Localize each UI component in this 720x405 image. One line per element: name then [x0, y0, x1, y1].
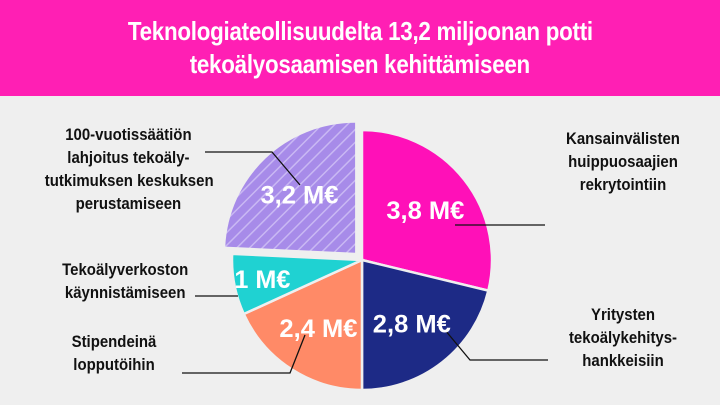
description-line: lopputöihin [73, 355, 155, 374]
pie-slice-recruitment [360, 128, 494, 293]
leader-lines [182, 151, 548, 374]
leader-line-scholarships [182, 334, 306, 374]
chart-title-line-2: tekoälyosaamisen kehittämiseen [189, 49, 531, 79]
slice-description-scholarships: Stipendeinä lopputöihin [30, 330, 180, 376]
description-line: lahjoitus tekoäly- [67, 148, 190, 167]
description-line: Kansainvälisten [566, 129, 680, 148]
description-line: hankkeisiin [582, 351, 664, 370]
description-line: Yritysten [590, 305, 656, 324]
description-line: perustamiseen [75, 194, 182, 213]
slice-description-recruitment: Kansainvälisten huippuosaajien rekrytoin… [548, 127, 698, 196]
leader-line-company-projects [444, 329, 548, 361]
pie-slice-foundation [225, 122, 356, 253]
chart-title-line-1: Teknologiateollisuudelta 13,2 miljoonan … [127, 16, 593, 46]
pie-slices [225, 122, 494, 392]
value-label-foundation: 3,2 M€ [260, 181, 338, 209]
description-line: rekrytointiin [579, 175, 667, 194]
value-labels: 3,8 M€ 2,8 M€ 2,4 M€ 1 M€ 3,2 M€ [234, 181, 464, 342]
description-line: tekoälykehitys- [568, 328, 678, 347]
description-line: 100-vuotissäätiön [65, 125, 192, 144]
description-line: huippuosaajien [568, 152, 678, 171]
value-label-company-projects: 2,8 M€ [373, 310, 451, 338]
slice-description-network: Tekoälyverkoston käynnistämiseen [30, 258, 200, 304]
slice-description-foundation: 100-vuotissäätiön lahjoitus tekoäly- tut… [22, 123, 214, 215]
description-line: tutkimuksen keskuksen [44, 171, 214, 190]
description-line: käynnistämiseen [64, 283, 186, 302]
description-line: Stipendeinä [71, 332, 157, 351]
description-line: Tekoälyverkoston [62, 260, 189, 279]
pie-slice-company-projects [360, 258, 490, 392]
value-label-recruitment: 3,8 M€ [386, 197, 464, 225]
value-label-scholarships: 2,4 M€ [279, 315, 357, 343]
value-label-network: 1 M€ [234, 266, 290, 294]
pie-slice-network [230, 252, 363, 316]
slice-description-company-projects: Yritysten tekoälykehitys- hankkeisiin [548, 303, 698, 372]
title-banner: Teknologiateollisuudelta 13,2 miljoonan … [0, 0, 720, 96]
leader-line-foundation [205, 151, 301, 186]
